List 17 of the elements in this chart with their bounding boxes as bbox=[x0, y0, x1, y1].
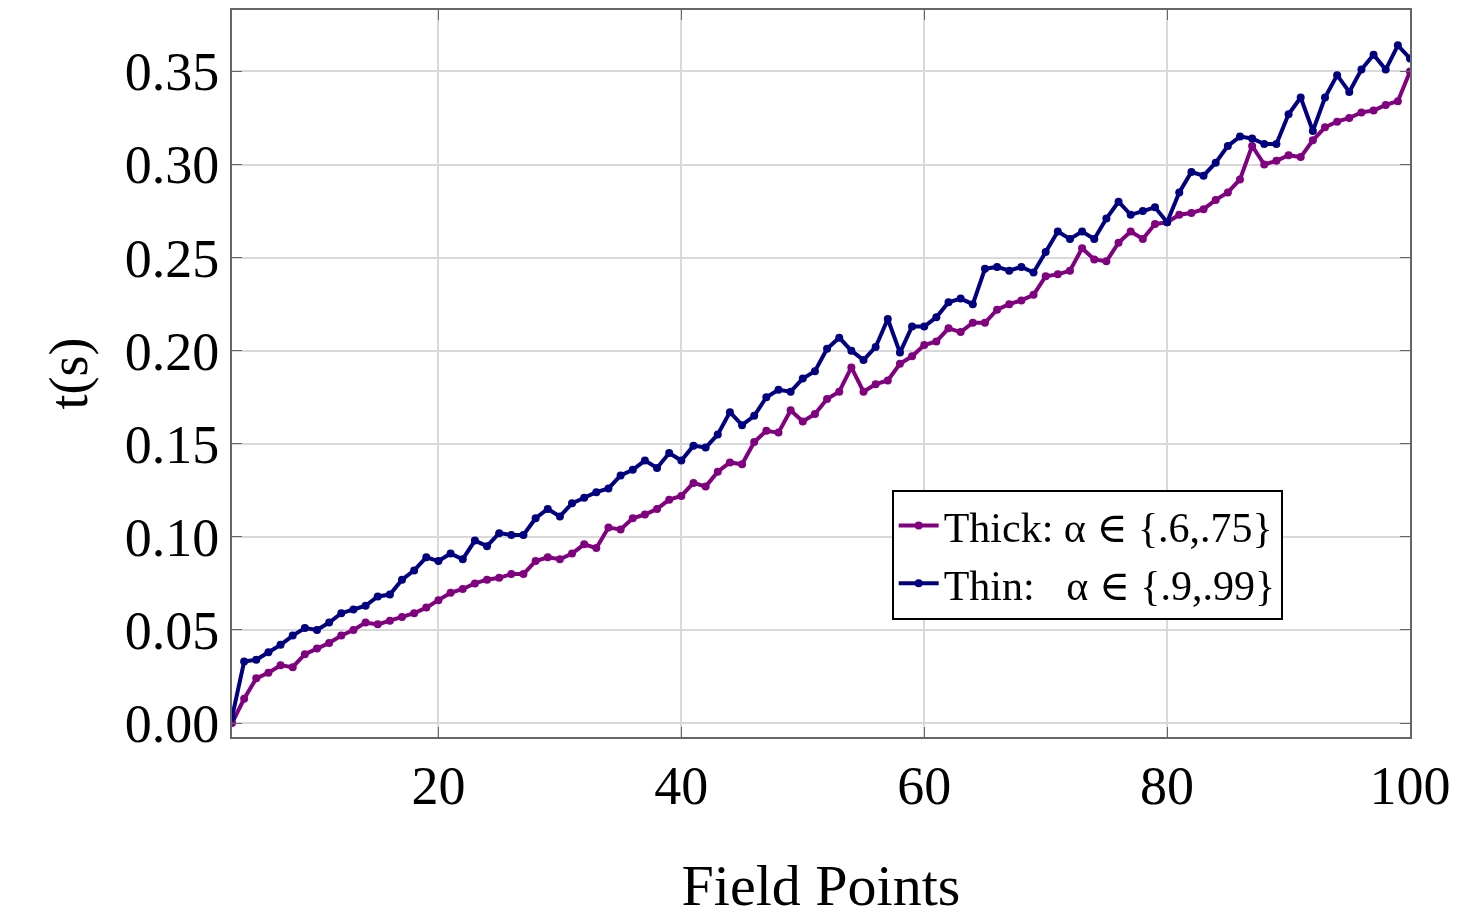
y-tick-label: 0.05 bbox=[124, 600, 220, 661]
x-tick-label: 40 bbox=[654, 755, 709, 816]
y-tick-label: 0.10 bbox=[124, 507, 220, 568]
x-tick-label: 60 bbox=[897, 755, 952, 816]
y-tick-label: 0.00 bbox=[124, 693, 220, 754]
legend-label: Thin: α ∈ {.9,.99} bbox=[943, 562, 1276, 609]
x-axis-title: Field Points bbox=[681, 853, 961, 919]
y-axis-title: t(s) bbox=[38, 337, 99, 410]
y-tick-label: 0.20 bbox=[124, 321, 220, 382]
y-tick-label: 0.35 bbox=[124, 42, 220, 103]
x-tick-label: 20 bbox=[411, 755, 466, 816]
y-tick-label: 0.15 bbox=[124, 414, 220, 475]
y-tick-label: 0.25 bbox=[124, 228, 220, 289]
legend-label: Thick: α ∈ {.6,.75} bbox=[943, 505, 1273, 551]
y-tick-label: 0.30 bbox=[124, 135, 220, 196]
x-tick-label: 80 bbox=[1140, 755, 1195, 816]
x-tick-label: 100 bbox=[1369, 755, 1451, 816]
